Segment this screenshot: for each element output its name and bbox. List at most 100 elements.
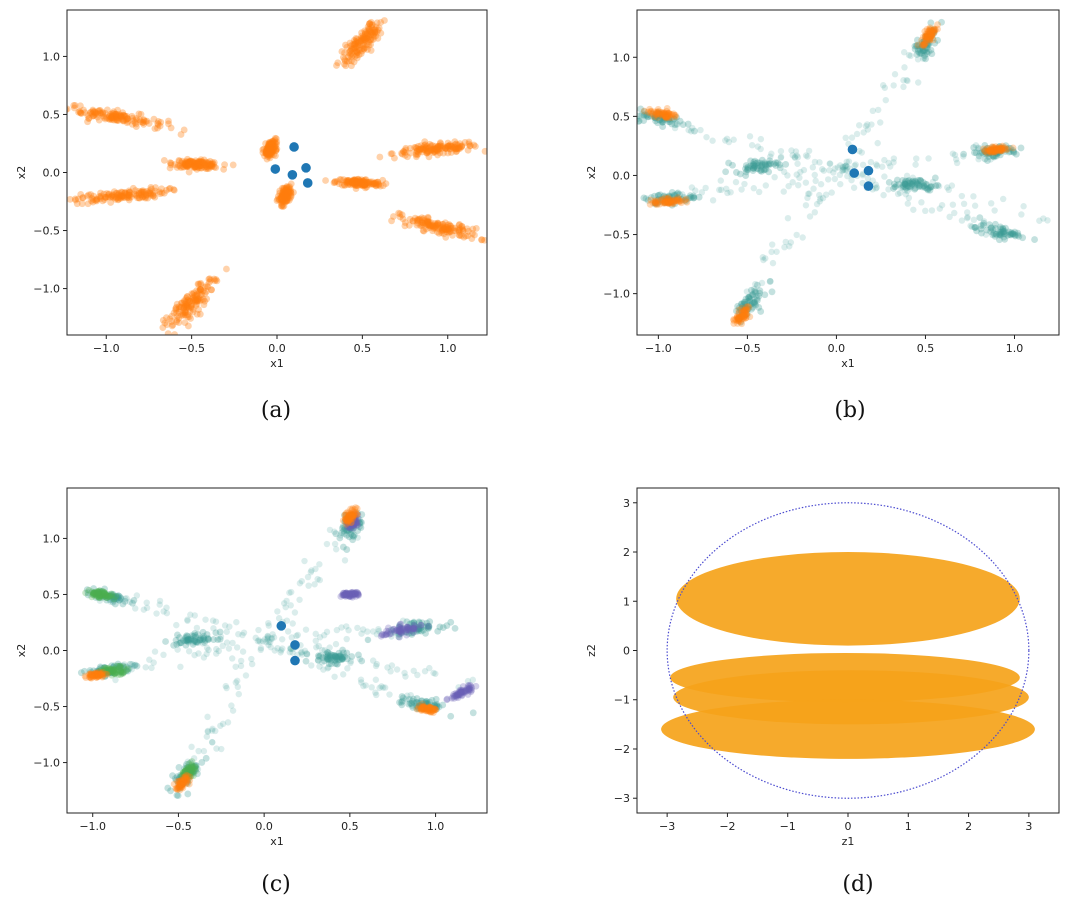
data-point [427,704,434,711]
data-point [279,195,287,203]
data-point [661,198,669,206]
data-point [991,146,999,154]
data-point [348,514,356,522]
data-point [350,518,358,526]
data-point [659,199,667,207]
data-point [208,160,216,168]
data-point [358,180,366,188]
data-point [997,145,1005,153]
data-point [181,319,189,327]
data-point [924,185,931,193]
data-point [676,197,684,205]
data-point [103,667,111,675]
data-point [430,705,438,712]
data-point [347,516,355,524]
data-point [737,313,745,321]
data-point [671,111,678,119]
data-point [920,55,927,62]
data-point [343,517,351,525]
data-point [186,161,194,169]
data-point [315,652,322,660]
data-point [97,594,105,602]
data-point [194,163,202,171]
data-point [667,198,675,206]
data-point [751,163,758,170]
data-point [465,227,472,235]
data-point [774,159,781,167]
data-point [358,180,366,188]
data-point [430,148,438,156]
data-point [327,651,335,658]
data-point [283,192,290,199]
data-point [353,179,360,187]
data-point [213,745,220,752]
data-point [654,114,662,121]
data-point [427,219,435,227]
data-point [424,707,432,715]
data-point [429,707,437,714]
data-point [181,773,189,781]
data-point [289,142,299,152]
data-point [420,623,428,630]
data-point [266,140,273,148]
data-point [885,186,892,193]
data-point [207,160,214,168]
data-point [733,314,741,322]
data-point [355,39,363,47]
data-point [345,513,352,521]
data-point [267,147,275,155]
data-point [668,198,676,206]
data-point [273,138,281,146]
data-point [1044,217,1051,224]
data-point [661,113,669,121]
data-point [270,137,277,145]
data-point [104,193,112,201]
data-point [323,628,331,636]
y-axis-label: x2 [15,644,28,658]
data-point [112,676,119,684]
data-point [672,197,680,205]
data-point [277,194,285,201]
data-point [996,231,1004,239]
data-point [359,34,367,42]
data-point [376,182,384,190]
data-point [472,224,480,232]
data-point [288,634,295,641]
data-point [183,767,191,775]
data-point [421,219,429,227]
data-point [397,620,405,628]
data-point [266,139,274,147]
data-point [640,111,648,119]
data-point [843,167,851,174]
data-point [350,524,357,532]
data-point [665,116,672,124]
data-point [982,148,989,155]
data-point [149,192,157,200]
data-point [685,126,692,134]
data-point [735,314,743,322]
data-point [283,194,290,202]
data-point [118,189,126,196]
data-point [192,160,199,168]
data-point [904,200,912,207]
data-point [441,225,449,233]
data-point [343,523,351,531]
data-point [656,200,664,208]
data-point [349,515,357,523]
data-point [360,45,368,53]
data-point [76,102,84,110]
data-point [349,41,356,48]
data-point [93,195,101,203]
data-point [100,670,108,677]
data-point [873,184,880,191]
data-point [416,619,423,627]
x-tick-label: −0.5 [178,342,205,355]
data-point [94,589,102,596]
data-point [92,671,99,679]
data-point [185,760,193,768]
data-point [802,179,810,186]
data-point [418,706,425,714]
data-point [1009,230,1017,238]
data-point [659,112,667,120]
data-point [654,110,661,117]
